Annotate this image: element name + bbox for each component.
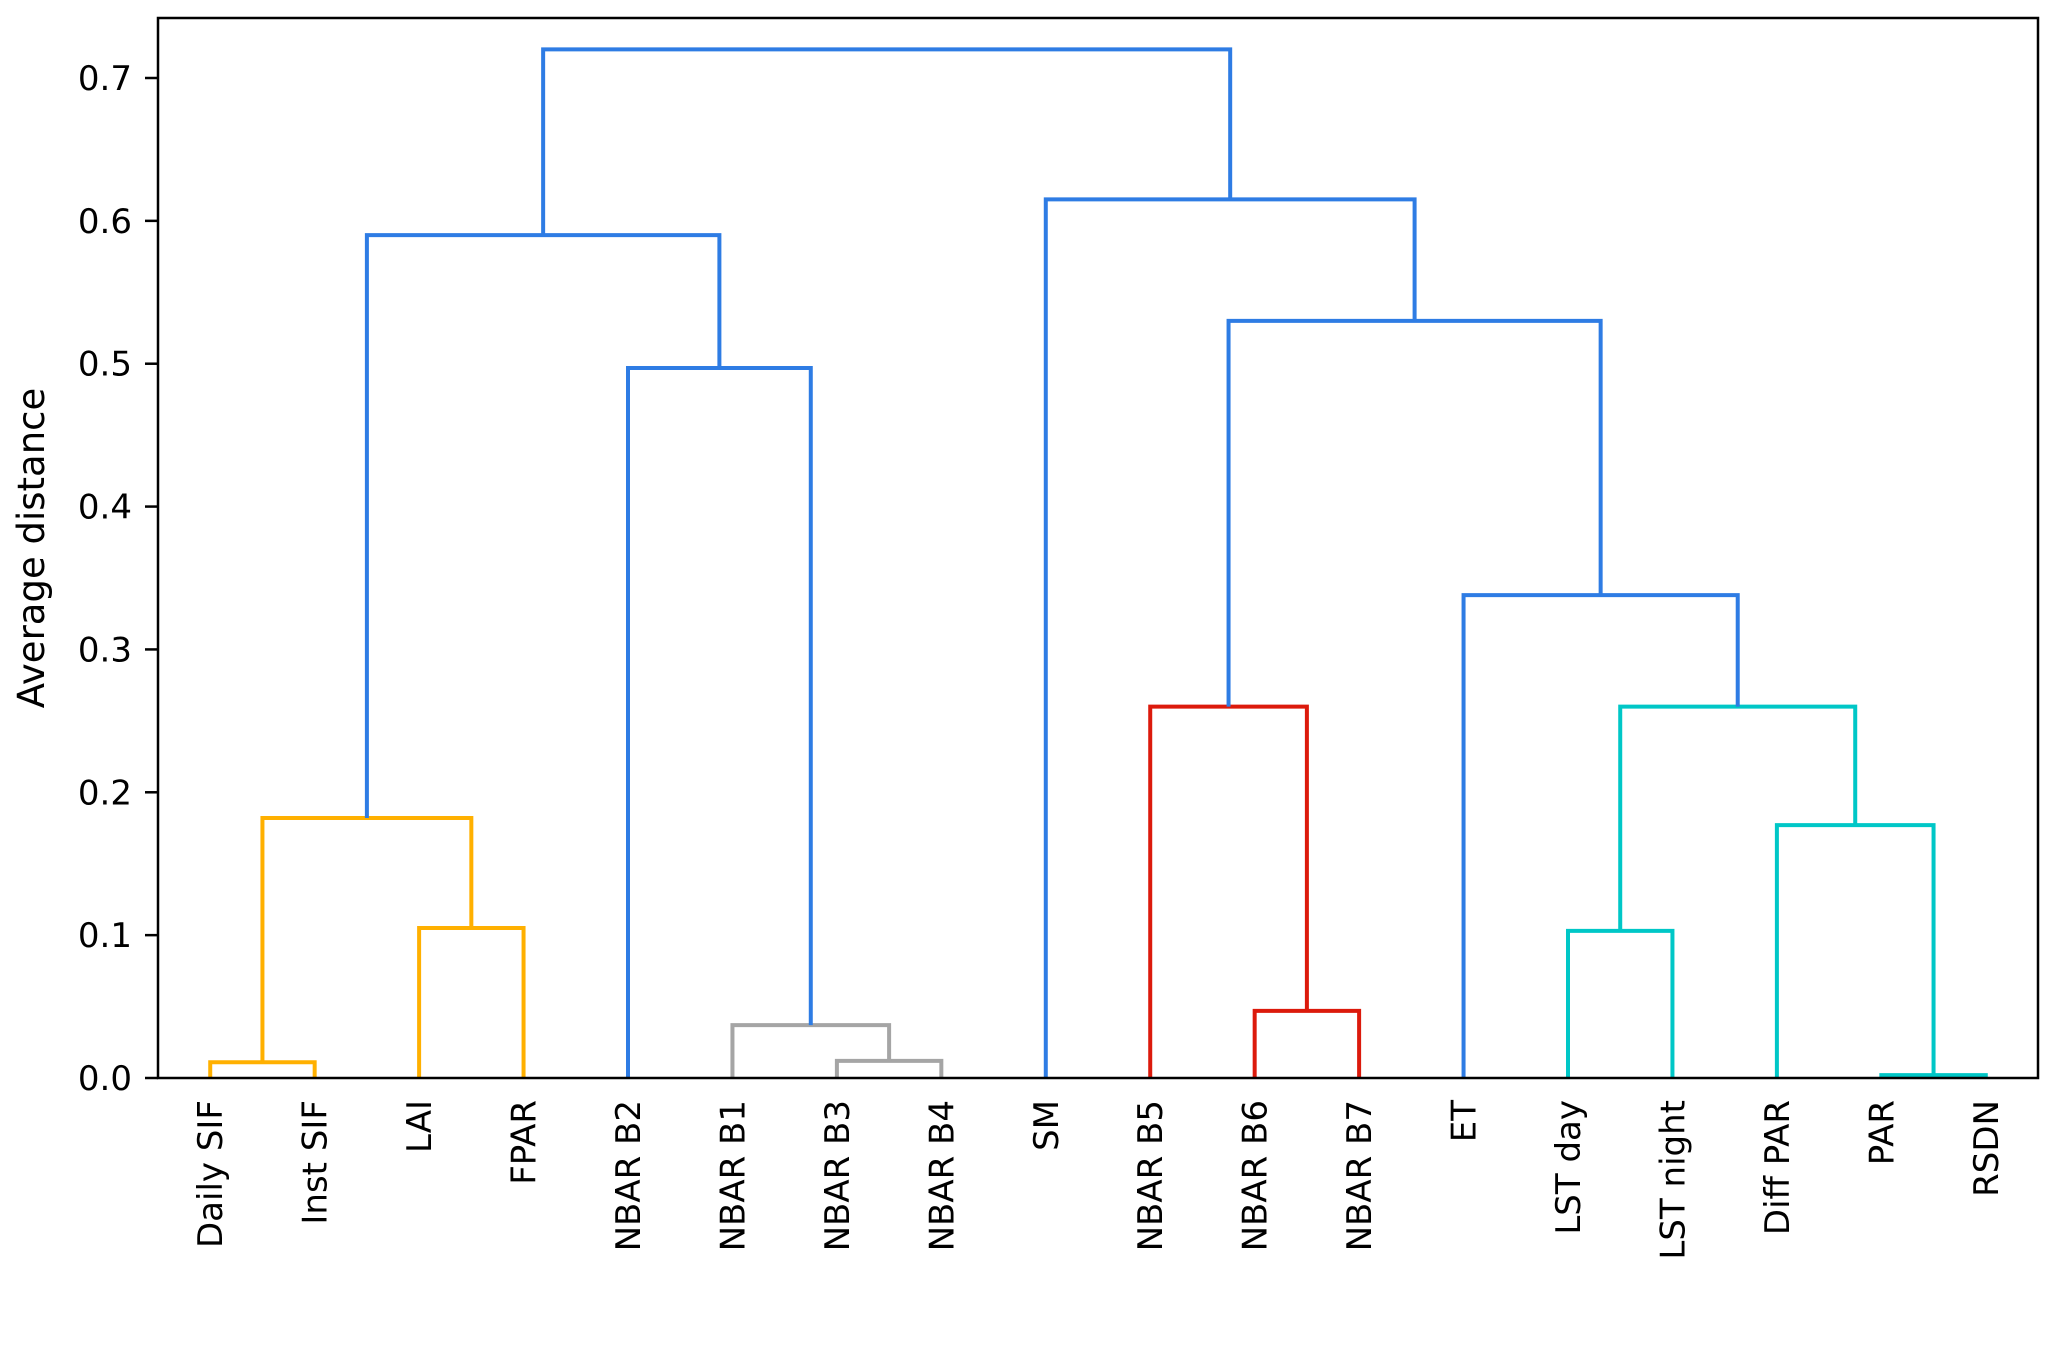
dendrogram-link: [364, 233, 722, 818]
dendrogram-link: [1618, 704, 1858, 931]
x-leaf-label: ET: [1445, 1100, 1485, 1142]
dendrogram-link: [541, 47, 1233, 236]
x-leaf-label: Diff PAR: [1758, 1100, 1798, 1235]
y-tick-label: 0.1: [78, 916, 132, 956]
y-tick-label: 0.5: [78, 345, 132, 385]
x-leaf-label: LST night: [1653, 1100, 1693, 1260]
y-tick-label: 0.2: [78, 773, 132, 813]
x-leaf-label: Daily SIF: [191, 1100, 231, 1248]
y-axis-label: Average distance: [10, 388, 53, 708]
x-leaf-label: LST day: [1549, 1100, 1589, 1235]
dendrogram-link: [208, 1060, 317, 1078]
x-leaf-label: LAI: [400, 1100, 440, 1153]
dendrogram-link: [730, 1023, 892, 1078]
y-tick-label: 0.3: [78, 630, 132, 670]
y-tick-label: 0.7: [78, 59, 132, 99]
dendrogram-link: [417, 926, 526, 1078]
x-leaf-label: NBAR B7: [1340, 1100, 1380, 1251]
dendrogram-link: [834, 1058, 944, 1078]
x-leaf-label: SM: [1027, 1100, 1067, 1151]
dendrogram-link: [1252, 1008, 1362, 1078]
dendrogram-link: [1566, 928, 1675, 1078]
dendrogram-link: [1461, 593, 1740, 1078]
plot-border: [156, 16, 2040, 1080]
x-leaf-label: RSDN: [1967, 1100, 2007, 1197]
x-leaf-label: NBAR B5: [1131, 1100, 1171, 1251]
y-tick-label: 0.6: [78, 202, 132, 242]
x-leaf-label: Inst SIF: [296, 1100, 336, 1225]
x-leaf-label: NBAR B4: [922, 1100, 962, 1251]
x-leaf-label: NBAR B1: [713, 1100, 753, 1251]
dendrogram-link: [1774, 823, 1936, 1078]
y-tick-label: 0.0: [78, 1059, 132, 1099]
x-leaf-label: FPAR: [505, 1100, 545, 1185]
dendrogram-link: [1043, 197, 1417, 1078]
dendrogram-link: [1226, 318, 1603, 707]
dendrogram-link: [260, 816, 474, 1063]
x-leaf-label: NBAR B2: [609, 1100, 649, 1251]
dendrogram-link: [626, 366, 813, 1078]
y-tick-label: 0.4: [78, 488, 132, 528]
x-leaf-label: NBAR B3: [818, 1100, 858, 1251]
x-leaf-label: PAR: [1862, 1100, 1902, 1165]
x-leaf-label: NBAR B6: [1236, 1100, 1276, 1251]
dendrogram-link: [1148, 704, 1309, 1078]
